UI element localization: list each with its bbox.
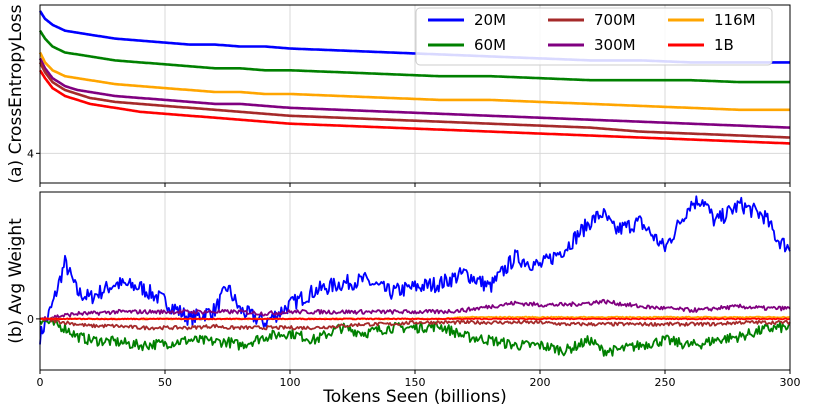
legend-label-700m: 700M	[594, 11, 636, 29]
y-tick-label: 4	[27, 147, 34, 160]
x-tick-label: 150	[405, 376, 426, 389]
series-line-1b	[38, 69, 791, 145]
top-y-axis-label: (a) CrossEntropyLoss	[6, 4, 26, 183]
top-series-lines	[38, 10, 791, 145]
x-tick-label: 300	[780, 376, 801, 389]
legend-label-60m: 60M	[474, 36, 506, 54]
legend: 20M 700M 116M 60M 300M 1B	[415, 7, 773, 66]
series-line-700m	[39, 317, 791, 331]
legend-label-116m: 116M	[714, 11, 756, 29]
top-y-ticks: 4	[27, 147, 40, 160]
x-tick-label: 250	[655, 376, 676, 389]
bottom-y-ticks: 0	[27, 313, 40, 326]
legend-label-1b: 1B	[714, 36, 734, 54]
legend-items: 20M 700M 116M 60M 300M 1B	[428, 11, 756, 54]
top-panel: 4 (a) CrossEntropyLoss 20M 700M 116M 60M 300…	[6, 4, 791, 187]
legend-label-20m: 20M	[474, 11, 506, 29]
legend-box	[415, 7, 773, 66]
y-tick-label: 0	[27, 313, 34, 326]
legend-label-300m: 300M	[594, 36, 636, 54]
x-axis-label: Tokens Seen (billions)	[322, 387, 507, 407]
series-line-116m	[38, 51, 791, 112]
x-tick-label: 100	[280, 376, 301, 389]
bottom-y-axis-label: (b) Avg Weight	[6, 218, 26, 344]
series-line-1b	[39, 317, 790, 321]
series-line-300m	[39, 298, 791, 322]
bottom-x-ticks: 0 50 100 150 200 250 300	[37, 370, 801, 389]
series-line-300m	[38, 57, 791, 129]
x-tick-label: 200	[530, 376, 551, 389]
x-tick-label: 0	[37, 376, 44, 389]
x-tick-label: 50	[158, 376, 172, 389]
top-x-ticks	[39, 183, 791, 187]
bottom-series-lines	[39, 195, 791, 357]
series-line-60m	[38, 29, 791, 84]
bottom-panel: 0 0 50 100 150 200 250 300 (b) Avg Weight Toke…	[6, 191, 801, 407]
series-line-60m	[39, 318, 791, 357]
series-line-700m	[38, 61, 791, 139]
series-line-20m	[39, 195, 791, 345]
